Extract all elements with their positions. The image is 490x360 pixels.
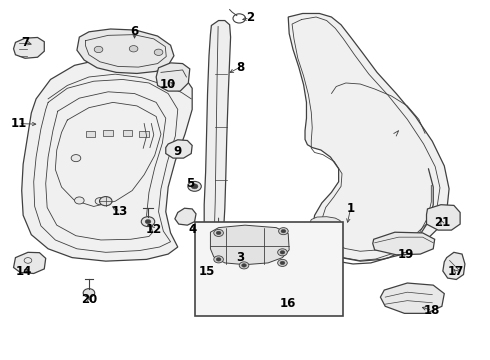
Circle shape — [141, 217, 155, 226]
Polygon shape — [310, 217, 341, 229]
Circle shape — [216, 258, 221, 261]
Circle shape — [278, 249, 287, 256]
Polygon shape — [156, 63, 190, 91]
Text: 3: 3 — [236, 251, 244, 264]
Circle shape — [83, 289, 95, 297]
Circle shape — [95, 198, 105, 205]
Text: 18: 18 — [424, 304, 441, 317]
Circle shape — [129, 46, 138, 52]
Text: 8: 8 — [236, 60, 245, 73]
Circle shape — [224, 250, 237, 259]
Polygon shape — [14, 252, 46, 274]
Circle shape — [242, 264, 246, 267]
Circle shape — [278, 259, 287, 266]
Text: 20: 20 — [81, 293, 97, 306]
Circle shape — [99, 197, 112, 206]
Circle shape — [214, 256, 223, 263]
Text: 7: 7 — [21, 36, 29, 49]
Polygon shape — [166, 140, 192, 158]
Circle shape — [154, 49, 163, 55]
Text: 10: 10 — [160, 78, 176, 91]
Circle shape — [279, 228, 288, 235]
Circle shape — [280, 251, 285, 254]
Circle shape — [216, 231, 221, 235]
Circle shape — [188, 181, 201, 191]
Text: 14: 14 — [16, 265, 32, 278]
Text: 12: 12 — [146, 223, 162, 236]
Circle shape — [191, 184, 198, 189]
Circle shape — [145, 220, 151, 224]
Text: 1: 1 — [346, 202, 355, 215]
Polygon shape — [373, 232, 435, 255]
Polygon shape — [204, 21, 231, 255]
Polygon shape — [22, 58, 192, 261]
Bar — [103, 130, 113, 136]
Circle shape — [280, 261, 285, 265]
Polygon shape — [14, 37, 44, 58]
Polygon shape — [210, 225, 289, 265]
Polygon shape — [443, 252, 465, 279]
Circle shape — [71, 154, 81, 162]
Text: 4: 4 — [188, 223, 196, 236]
Polygon shape — [288, 13, 449, 261]
Polygon shape — [426, 205, 460, 230]
Polygon shape — [77, 29, 174, 73]
Text: 9: 9 — [173, 145, 182, 158]
Circle shape — [94, 46, 103, 53]
Circle shape — [74, 197, 84, 204]
Text: 16: 16 — [280, 297, 296, 310]
Polygon shape — [380, 283, 444, 313]
Text: 21: 21 — [434, 216, 450, 229]
Bar — [86, 131, 95, 137]
Text: 15: 15 — [198, 265, 215, 278]
Bar — [122, 130, 132, 136]
Text: 17: 17 — [448, 265, 465, 278]
Text: 11: 11 — [10, 117, 26, 130]
Bar — [195, 222, 343, 316]
Text: 6: 6 — [130, 25, 139, 38]
Circle shape — [239, 262, 249, 269]
Circle shape — [281, 229, 286, 233]
Bar — [139, 131, 149, 137]
Text: 2: 2 — [246, 11, 254, 24]
Polygon shape — [175, 208, 196, 225]
Text: 19: 19 — [398, 248, 414, 261]
Text: 5: 5 — [186, 177, 194, 190]
Text: 13: 13 — [112, 205, 128, 218]
Circle shape — [214, 229, 223, 237]
Polygon shape — [302, 229, 321, 250]
